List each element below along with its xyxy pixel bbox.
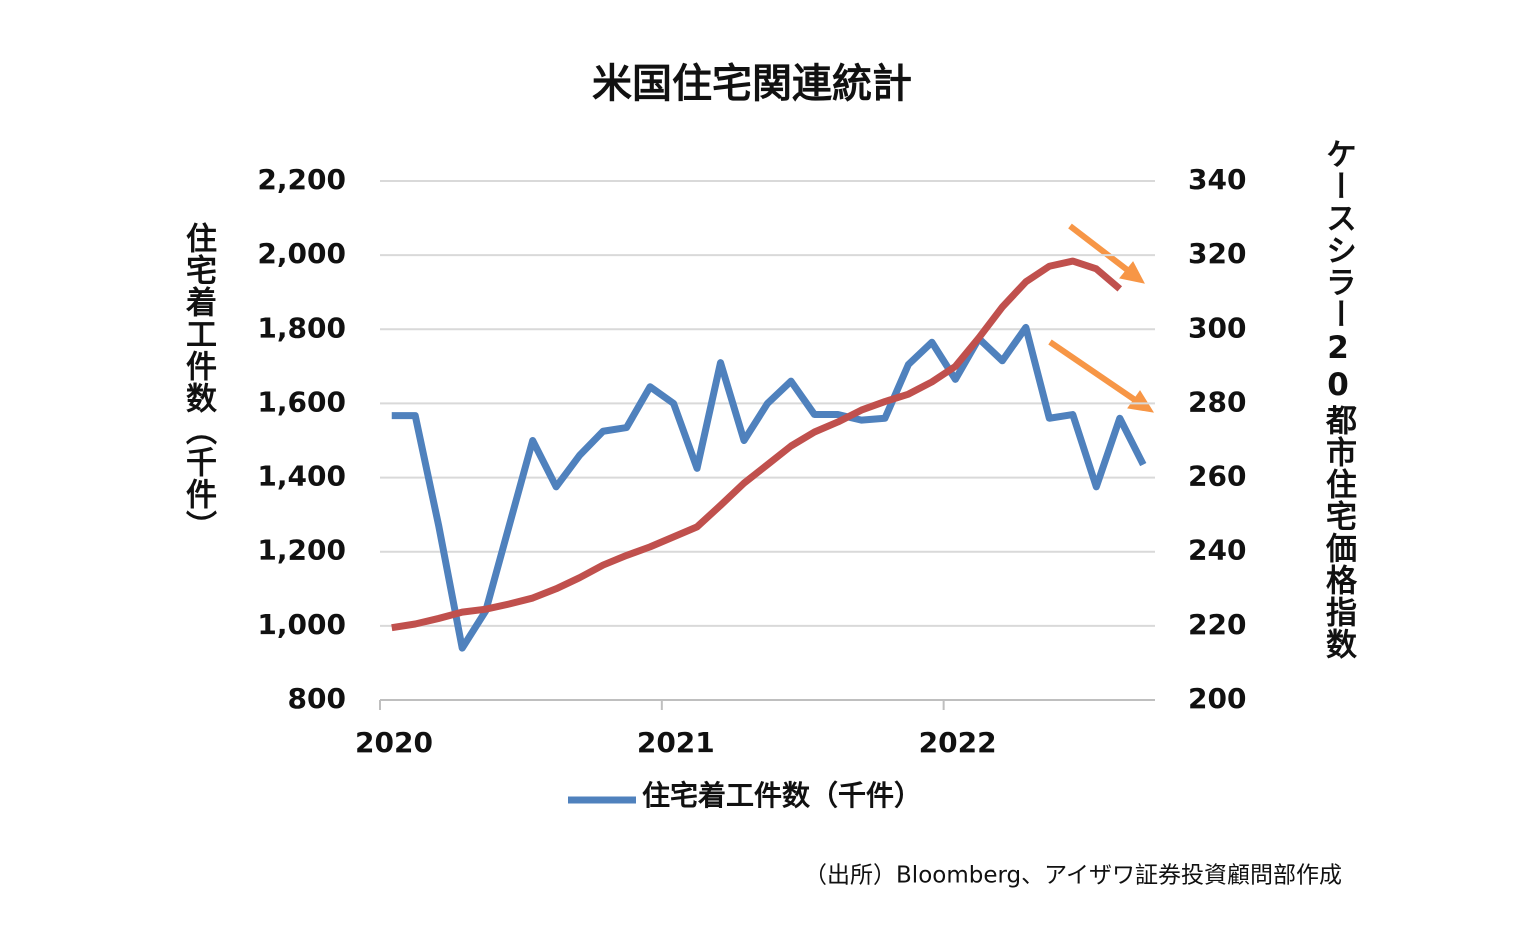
y-tick-label: 1,000: [257, 608, 346, 641]
y-axis-label: 住宅着工件数（千件）: [180, 222, 216, 542]
x-tick-label: 2021: [637, 726, 715, 759]
y2-tick-label: 340: [1188, 163, 1246, 196]
y2-tick-label: 300: [1188, 311, 1246, 344]
y-tick-label: 2,000: [257, 237, 346, 270]
arrows: [1048, 223, 1155, 413]
arrow-head: [1127, 390, 1155, 413]
arrow-head: [1119, 261, 1145, 284]
chart-title: 米国住宅関連統計: [592, 61, 912, 107]
y2-tick-label: 200: [1188, 682, 1246, 715]
y-tick-label: 1,600: [257, 385, 346, 418]
y-tick-label: 1,800: [257, 311, 346, 344]
y2-axis-label: ケースシラー20都市住宅価格指数: [1320, 138, 1356, 660]
y2-tick-label: 220: [1188, 608, 1246, 641]
line-series: [391, 323, 1147, 652]
source-note: （出所）Bloomberg、アイザワ証券投資顧問部作成: [804, 863, 1342, 889]
arrow: [1068, 223, 1132, 275]
y2-tick-label: 260: [1188, 460, 1246, 493]
y-tick-label: 1,200: [257, 534, 346, 567]
line-series: [391, 257, 1123, 632]
arrow: [1048, 339, 1140, 405]
y2-tick-label: 320: [1188, 237, 1246, 270]
y-tick-label: 1,400: [257, 460, 346, 493]
x-tick-label: 2022: [919, 726, 997, 759]
y2-tick-label: 280: [1188, 385, 1246, 418]
y-tick-label: 2,200: [257, 163, 346, 196]
y-tick-label: 800: [288, 682, 346, 715]
legend-label: 住宅着工件数（千件）: [642, 779, 922, 812]
y2-tick-label: 240: [1188, 534, 1246, 567]
x-tick-label: 2020: [355, 726, 433, 759]
